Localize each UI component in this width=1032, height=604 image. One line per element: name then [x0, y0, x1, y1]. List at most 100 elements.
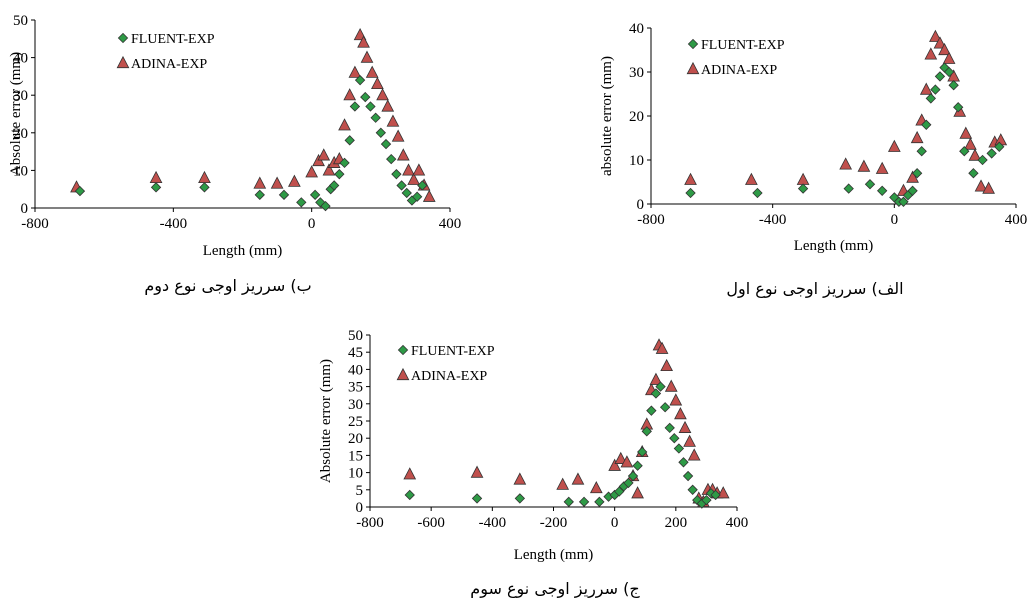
- adina-point: [198, 170, 211, 184]
- fluent-point: [391, 168, 402, 180]
- y-tick-label: 0: [637, 197, 645, 213]
- fluent-point: [578, 496, 590, 508]
- legend: FLUENT-EXP ADINA-EXP: [116, 32, 215, 72]
- adina-point: [338, 118, 351, 131]
- y-tick-label: 50: [348, 328, 363, 344]
- fluent-point: [968, 168, 979, 179]
- fluent-point: [659, 402, 671, 413]
- adina-point: [253, 176, 267, 189]
- fluent-point: [925, 93, 936, 104]
- legend-label-adina-exp: ADINA-EXP: [701, 63, 777, 78]
- y-tick-label: 20: [13, 126, 28, 142]
- series-adina-exp: [403, 338, 730, 507]
- adina-point: [360, 50, 374, 63]
- fluent-point: [864, 179, 876, 190]
- adina-point: [571, 472, 585, 485]
- adina-point: [660, 358, 674, 372]
- y-tick-label: 30: [629, 65, 644, 81]
- adina-point: [910, 130, 924, 144]
- y-tick-label: 10: [13, 163, 28, 179]
- fluent-point: [404, 489, 415, 501]
- adina-point: [674, 407, 687, 420]
- adina-point: [857, 159, 871, 172]
- adina-point: [924, 47, 938, 60]
- fluent-point: [199, 182, 210, 193]
- fluent-point: [911, 168, 923, 179]
- y-tick-label: 45: [348, 345, 363, 361]
- fluent-point: [977, 154, 988, 166]
- series-adina-exp: [70, 27, 436, 202]
- adina-point: [678, 420, 692, 433]
- adina-point: [929, 29, 942, 42]
- adina-point: [589, 481, 603, 494]
- y-tick-label: 30: [348, 397, 363, 413]
- fluent-point: [349, 101, 361, 112]
- legend-fluent-marker: [397, 344, 409, 356]
- adina-point: [322, 163, 336, 176]
- adina-point: [968, 148, 982, 161]
- x-tick-label: -400: [759, 212, 787, 228]
- adina-point: [343, 88, 357, 101]
- y-tick-label: 5: [356, 483, 364, 499]
- x-tick-label: -800: [21, 216, 49, 232]
- x-tick-label: -200: [540, 515, 568, 531]
- adina-point: [407, 172, 421, 185]
- chart-caption: ج) سرریز اوجی نوع سوم: [470, 579, 640, 599]
- fluent-point: [641, 426, 652, 437]
- fluent-point: [471, 493, 483, 504]
- x-tick-label: 0: [891, 212, 899, 228]
- y-tick-label: 25: [348, 414, 363, 430]
- legend-fluent-marker: [117, 32, 129, 44]
- fluent-point: [627, 470, 639, 482]
- adina-point: [288, 174, 301, 187]
- fluent-point: [396, 180, 407, 191]
- fluent-point: [682, 470, 694, 482]
- fluent-point: [401, 187, 412, 199]
- adina-point: [149, 170, 163, 184]
- fluent-point: [339, 157, 350, 169]
- fluent-point: [334, 168, 345, 180]
- fluent-point: [685, 187, 696, 199]
- adina-point: [919, 82, 933, 95]
- adina-point: [839, 157, 853, 170]
- adina-point: [620, 455, 634, 468]
- fluent-point: [411, 191, 423, 202]
- y-tick-label: 40: [348, 362, 363, 378]
- fluent-point: [953, 102, 964, 113]
- y-tick-label: 30: [13, 88, 28, 104]
- adina-point: [964, 137, 977, 150]
- fluent-point: [150, 182, 162, 193]
- y-tick-label: 15: [348, 448, 363, 464]
- adina-point: [402, 163, 415, 176]
- fluent-point: [278, 189, 290, 201]
- fluent-point: [710, 489, 721, 501]
- adina-point: [982, 181, 995, 194]
- adina-point: [942, 51, 956, 64]
- fluent-point: [692, 494, 703, 506]
- adina-point: [391, 129, 405, 142]
- y-tick-label: 10: [348, 466, 363, 482]
- adina-point: [664, 379, 678, 392]
- adina-point: [381, 99, 395, 112]
- chart-caption: الف) سرریز اوجی نوع اول: [726, 279, 903, 299]
- adina-point: [317, 148, 331, 161]
- fluent-point: [375, 127, 386, 138]
- adina-point: [376, 88, 389, 101]
- series-fluent-exp: [404, 381, 721, 509]
- chart-b: 0 10 20 30 40 50 -800 -400 0 400 Length (mm) Absolu…: [8, 13, 461, 296]
- fluent-point: [650, 388, 662, 399]
- adina-point: [305, 165, 319, 178]
- x-tick-label: 0: [308, 216, 316, 232]
- adina-point: [974, 179, 988, 192]
- adina-point: [270, 176, 284, 189]
- y-tick-label: 40: [13, 51, 28, 67]
- fluent-point: [959, 146, 970, 157]
- fluent-point: [386, 153, 397, 165]
- y-tick-label: 0: [356, 500, 364, 516]
- fluent-point: [380, 138, 392, 150]
- fluent-point: [655, 381, 666, 392]
- fluent-point: [296, 197, 307, 208]
- fluent-point: [948, 80, 959, 91]
- adina-point: [348, 65, 362, 78]
